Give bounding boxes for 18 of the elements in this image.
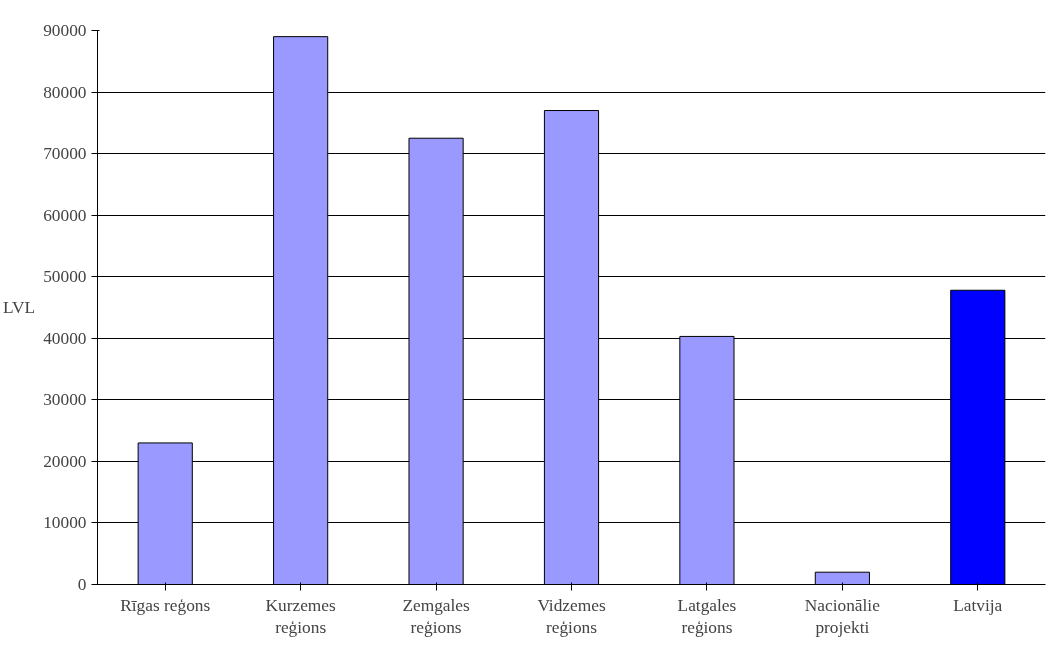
y-tick-label: 90000 bbox=[43, 21, 87, 40]
x-tick-label: Zemgales reģions bbox=[402, 595, 471, 638]
y-tick-label: 20000 bbox=[43, 451, 87, 471]
y-axis-title: LVL bbox=[3, 298, 36, 317]
x-tick-label: Vidzemes reģions bbox=[537, 595, 606, 638]
x-tick-label: Latvija bbox=[953, 595, 1003, 615]
y-tick-label: 80000 bbox=[43, 82, 87, 102]
y-tick-label: 40000 bbox=[43, 328, 87, 348]
x-tick-label: Latgales reģions bbox=[677, 595, 737, 638]
x-tick-label: Kurzemes reģions bbox=[265, 595, 337, 638]
y-tick-label: 60000 bbox=[43, 205, 87, 225]
y-tick-label: 70000 bbox=[43, 144, 87, 164]
x-tick-label: Nacionālie projekti bbox=[804, 595, 881, 638]
x-tick-label: Rīgas reģons bbox=[120, 595, 211, 615]
y-tick-label: 50000 bbox=[43, 267, 87, 287]
y-tick-label: 0 bbox=[77, 575, 87, 594]
y-tick-label: 10000 bbox=[43, 513, 87, 533]
y-tick-label: 30000 bbox=[43, 390, 87, 410]
